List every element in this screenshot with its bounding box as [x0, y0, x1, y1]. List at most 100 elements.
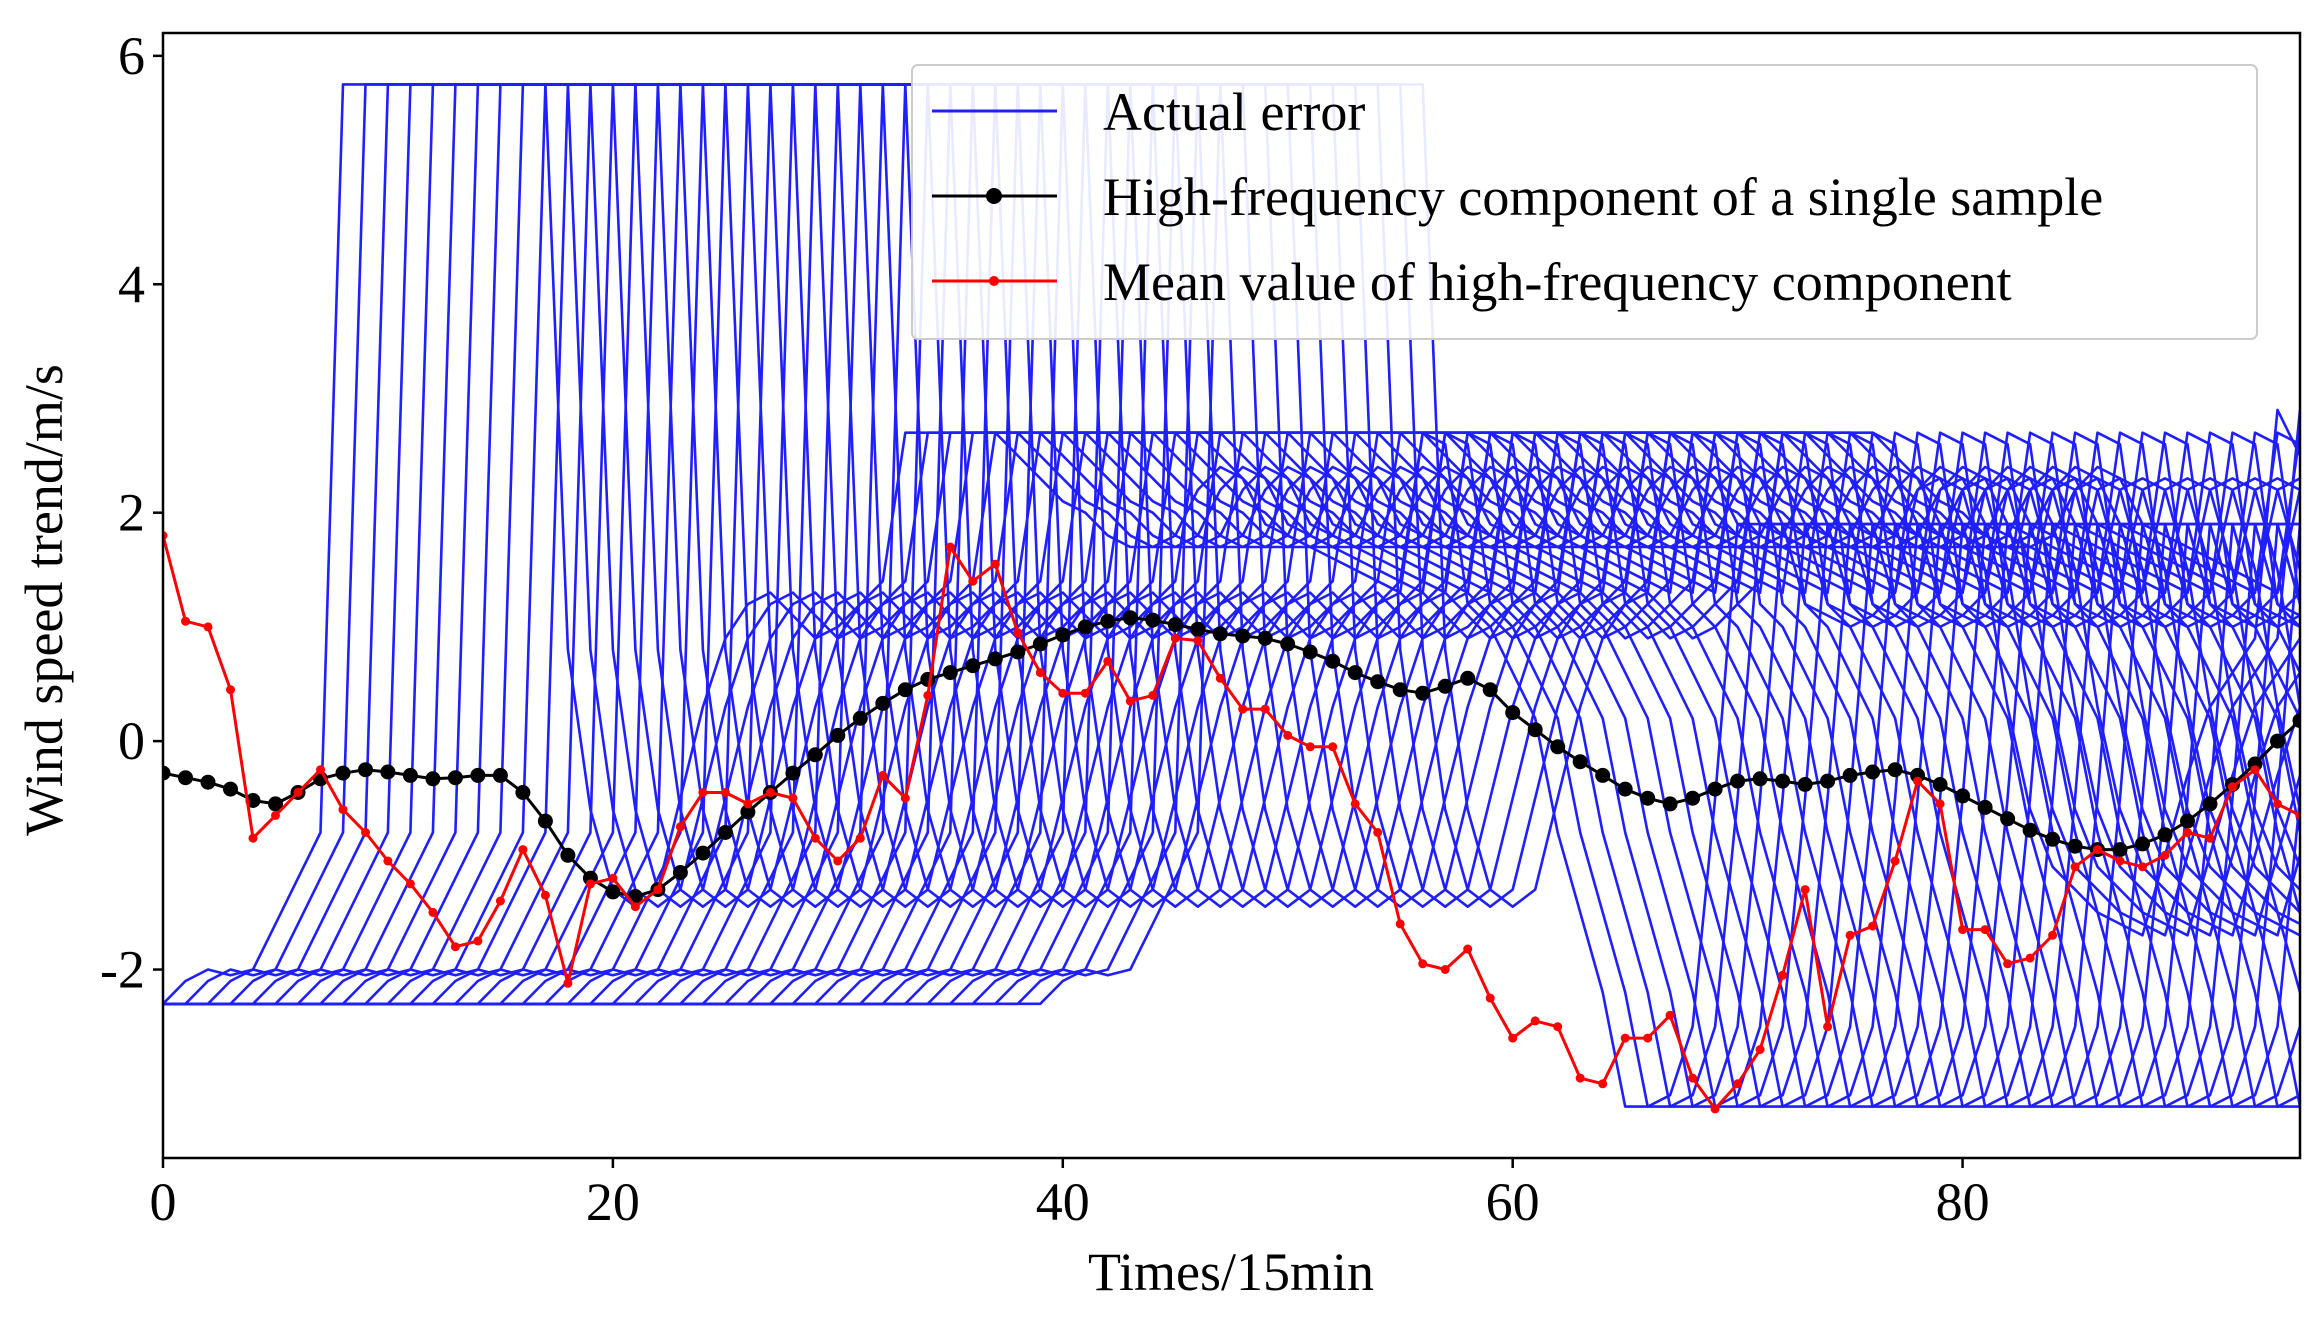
single-sample-point: [358, 762, 373, 778]
single-sample-point: [717, 825, 733, 840]
mean-value-point: [1935, 799, 1945, 809]
mean-value-point: [226, 685, 235, 695]
plot-frame: [161, 31, 2302, 1160]
single-sample-point: [1730, 773, 1746, 789]
single-sample-point: [1572, 754, 1588, 770]
single-sample-point: [1752, 771, 1768, 787]
mean-value-point: [428, 907, 438, 917]
single-sample-point: [402, 767, 418, 783]
single-sample-point: [1055, 627, 1071, 643]
mean-value-point: [1890, 856, 1900, 866]
x-tick-label: 40: [1036, 1172, 1090, 1232]
x-axis-label: Times/15min: [1088, 1242, 1374, 1302]
mean-value-point: [1845, 930, 1855, 940]
single-sample-point: [807, 747, 823, 763]
single-sample-point: [2000, 811, 2016, 827]
mean-value-point: [450, 942, 460, 952]
single-sample-point: [1325, 653, 1341, 669]
mean-value-point: [878, 770, 888, 780]
mean-value-point: [833, 856, 843, 866]
mean-value-point: [1463, 944, 1473, 954]
mean-value-point: [675, 822, 685, 832]
mean-value-point: [2115, 856, 2125, 866]
mean-value-point: [1440, 965, 1450, 974]
single-sample-point: [2135, 836, 2150, 852]
single-sample-point: [1662, 796, 1678, 812]
single-sample-point: [1865, 764, 1881, 780]
y-tick-label: -2: [100, 940, 145, 1000]
actual-error-line: [163, 83, 2300, 1108]
legend-mean-marker: [989, 276, 999, 286]
mean-value-point: [1170, 633, 1180, 643]
mean-value-point: [1755, 1045, 1765, 1054]
mean-value-point: [608, 873, 618, 883]
single-sample-point: [1415, 685, 1431, 701]
mean-value-point: [743, 799, 753, 809]
single-sample-point: [2045, 831, 2061, 847]
single-sample-point: [897, 682, 913, 698]
mean-value-point: [1575, 1073, 1585, 1083]
mean-value-point: [653, 885, 663, 895]
single-sample-point: [785, 765, 801, 781]
mean-value-point: [181, 616, 190, 626]
single-sample-point: [1212, 626, 1228, 642]
single-sample-point: [2292, 713, 2300, 729]
legend-single-label: High-frequency component of a single sam…: [1103, 167, 2103, 227]
mean-value-point: [2160, 850, 2170, 860]
x-tick-label: 0: [150, 1172, 177, 1232]
mean-value-point: [698, 788, 708, 797]
single-sample-point: [1122, 610, 1138, 626]
single-sample-point: [2270, 733, 2285, 749]
single-sample-point: [1280, 636, 1296, 652]
single-sample-point: [223, 781, 238, 797]
mean-value-point: [2003, 959, 2013, 969]
mean-value-point: [1980, 925, 1990, 935]
mean-value-point: [1868, 921, 1878, 931]
single-sample-point: [987, 651, 1003, 667]
mean-value-point: [968, 576, 978, 586]
mean-value-point: [1395, 919, 1405, 929]
single-sample-point: [1460, 670, 1476, 686]
mean-value-point: [1778, 970, 1788, 980]
mean-value-point: [1485, 993, 1495, 1003]
mean-value-point: [1620, 1033, 1630, 1043]
single-sample-point: [560, 847, 576, 863]
actual-error-line: [163, 83, 2300, 1108]
mean-value-point: [765, 788, 775, 797]
single-sample-point: [163, 765, 171, 781]
x-tick-label: 80: [1936, 1172, 1990, 1232]
single-sample-point: [1887, 762, 1903, 778]
single-sample-point: [1842, 767, 1858, 783]
y-tick-label: 4: [118, 254, 145, 314]
mean-value-point: [2025, 953, 2035, 963]
single-sample-point: [2112, 842, 2128, 858]
x-tick-label: 20: [586, 1172, 640, 1232]
single-sample-point: [380, 764, 396, 780]
mean-value-point: [2205, 833, 2215, 843]
single-sample-point: [1235, 628, 1251, 644]
single-sample-point: [1302, 644, 1318, 660]
mean-value-point: [1103, 656, 1113, 666]
y-tick-label: 2: [118, 483, 145, 543]
mean-value-point: [1373, 828, 1383, 837]
y-tick-label: 6: [118, 26, 145, 86]
y-tick-label: 0: [118, 711, 145, 771]
mean-value-point: [788, 793, 798, 803]
single-sample-point: [1797, 777, 1813, 792]
mean-value-point: [1305, 742, 1315, 752]
single-sample-point: [1977, 799, 1993, 815]
actual-error-line: [163, 83, 2300, 1108]
single-sample-point: [470, 767, 486, 783]
mean-value-point: [1710, 1104, 1720, 1114]
mean-value-point: [495, 896, 505, 906]
mean-value-point: [1598, 1079, 1608, 1089]
mean-value-point: [518, 845, 528, 855]
mean-value-point: [248, 833, 258, 843]
mean-value-point: [630, 902, 640, 912]
single-sample-point: [2067, 838, 2083, 854]
mean-value-point: [1733, 1079, 1743, 1089]
actual-error-line: [163, 83, 2300, 1108]
mean-value-point: [990, 559, 1000, 569]
actual-error-lines: [163, 83, 2300, 1108]
single-sample-point: [1437, 678, 1453, 694]
